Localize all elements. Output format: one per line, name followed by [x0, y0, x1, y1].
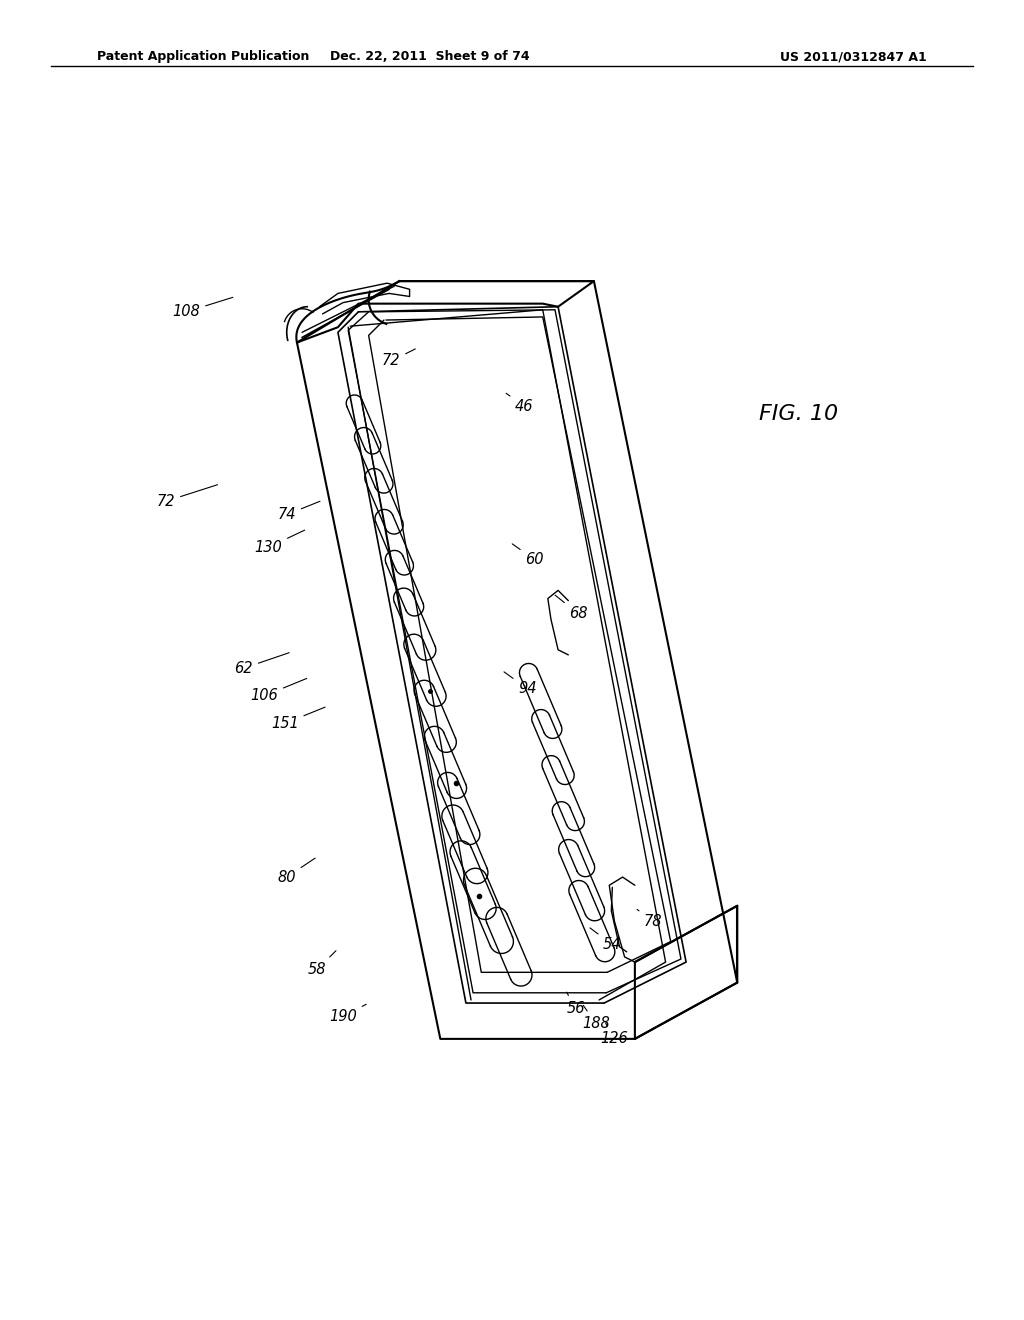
Text: 54: 54	[590, 928, 622, 952]
Text: 106: 106	[250, 678, 306, 704]
Text: 78: 78	[637, 909, 663, 929]
Text: 80: 80	[278, 858, 315, 884]
Text: 68: 68	[555, 595, 588, 622]
Text: 62: 62	[234, 652, 289, 676]
Text: 151: 151	[270, 708, 325, 731]
Text: 190: 190	[329, 1005, 367, 1024]
Text: 56: 56	[566, 993, 585, 1015]
Text: 188: 188	[582, 1006, 610, 1031]
Text: Dec. 22, 2011  Sheet 9 of 74: Dec. 22, 2011 Sheet 9 of 74	[331, 50, 529, 63]
Text: 108: 108	[172, 297, 232, 319]
Text: 58: 58	[308, 950, 336, 977]
Text: 126: 126	[600, 1023, 629, 1047]
Text: 94: 94	[504, 672, 537, 696]
Text: 130: 130	[254, 531, 305, 554]
Text: Patent Application Publication: Patent Application Publication	[97, 50, 309, 63]
Text: 60: 60	[512, 544, 544, 568]
Text: 72: 72	[382, 348, 416, 368]
Text: 72: 72	[157, 484, 217, 508]
Text: 74: 74	[278, 502, 319, 523]
Text: 46: 46	[506, 393, 534, 413]
Text: FIG. 10: FIG. 10	[759, 404, 839, 424]
Text: US 2011/0312847 A1: US 2011/0312847 A1	[780, 50, 927, 63]
